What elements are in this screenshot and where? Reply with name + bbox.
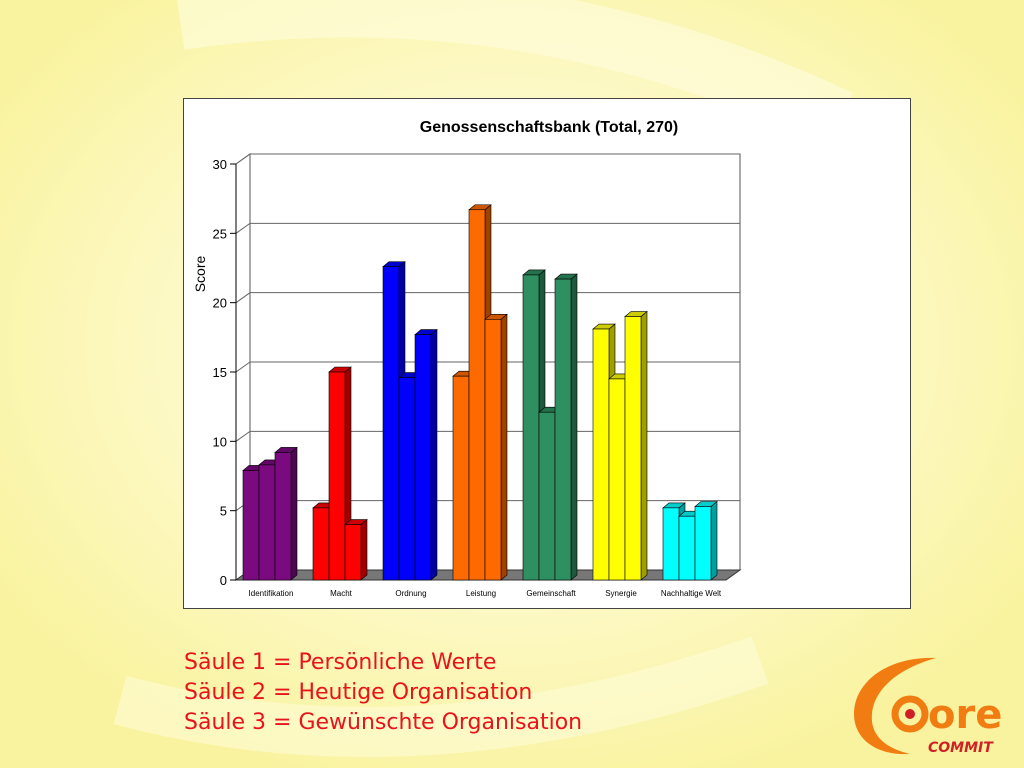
legend-line-1: Säule 1 = Persönliche Werte bbox=[184, 650, 497, 675]
y-axis-ticks: 0 5 10 15 20 25 30 bbox=[213, 157, 237, 588]
bar-front-face bbox=[624, 316, 642, 581]
bar-front-face bbox=[484, 319, 502, 581]
bars bbox=[242, 204, 718, 581]
bar-front-face bbox=[538, 411, 556, 581]
bar-front-face bbox=[312, 507, 330, 581]
bar-front-face bbox=[382, 266, 400, 581]
bar-front-face bbox=[258, 464, 276, 581]
bar-front-face bbox=[414, 334, 432, 581]
bar-front-face bbox=[242, 470, 260, 581]
bar-front-face bbox=[678, 515, 696, 581]
bar-0-2 bbox=[274, 446, 298, 581]
bar-side-face bbox=[360, 518, 368, 581]
x-tick-label: Identifikation bbox=[249, 589, 294, 598]
x-tick-label: Synergie bbox=[605, 589, 637, 598]
legend-line-3: Säule 3 = Gewünschte Organisation bbox=[184, 710, 583, 735]
logo-dot-icon bbox=[905, 709, 915, 719]
bar-front-face bbox=[344, 524, 362, 581]
bar-front-face bbox=[554, 278, 572, 581]
bar-side-face bbox=[500, 313, 508, 581]
bar-front-face bbox=[452, 375, 470, 581]
bar-front-face bbox=[592, 328, 610, 581]
bar-front-face bbox=[662, 507, 680, 581]
bar-4-2 bbox=[554, 273, 578, 581]
x-tick-label: Ordnung bbox=[395, 589, 426, 598]
bar-side-face bbox=[290, 446, 298, 581]
bar-front-face bbox=[608, 378, 626, 581]
logo-ring-icon bbox=[891, 695, 929, 733]
category-labels: Identifikation Macht Ordnung Leistung Gemein… bbox=[249, 589, 722, 598]
bar-side-face bbox=[430, 328, 438, 581]
bar-3-2 bbox=[484, 313, 508, 581]
y-tick-label: 30 bbox=[213, 157, 227, 172]
bar-chart: Genossenschaftsbank (Total, 270) Score 0… bbox=[192, 119, 742, 598]
logo-swoosh-icon bbox=[854, 657, 936, 755]
y-tick-label: 10 bbox=[213, 434, 227, 449]
bar-5-2 bbox=[624, 310, 648, 581]
bar-side-face bbox=[640, 310, 648, 581]
bar-1-2 bbox=[344, 518, 368, 581]
core-commit-logo: ore COMMIT bbox=[854, 657, 1002, 756]
logo-subtext: COMMIT bbox=[928, 740, 994, 756]
bar-front-face bbox=[694, 506, 712, 581]
bar-front-face bbox=[398, 377, 416, 581]
logo-wordmark: ore bbox=[928, 692, 1002, 738]
bar-side-face bbox=[710, 500, 718, 581]
chart-title: Genossenschaftsbank (Total, 270) bbox=[420, 119, 678, 136]
x-tick-label: Nachhaltige Welt bbox=[661, 589, 722, 598]
x-tick-label: Leistung bbox=[466, 589, 496, 598]
gridline bbox=[235, 222, 740, 234]
y-tick-label: 20 bbox=[213, 296, 227, 311]
y-tick-label: 5 bbox=[220, 504, 227, 519]
bar-front-face bbox=[468, 209, 486, 581]
y-tick-label: 15 bbox=[213, 365, 227, 380]
y-tick-label: 0 bbox=[220, 573, 227, 588]
x-tick-label: Macht bbox=[330, 589, 353, 598]
bar-side-face bbox=[570, 273, 578, 581]
x-tick-label: Gemeinschaft bbox=[526, 589, 576, 598]
gridline bbox=[235, 153, 740, 165]
y-tick-label: 25 bbox=[213, 226, 227, 241]
legend-line-2: Säule 2 = Heutige Organisation bbox=[184, 680, 533, 705]
bar-6-2 bbox=[694, 500, 718, 581]
y-axis-label: Score bbox=[192, 256, 208, 293]
bar-front-face bbox=[274, 452, 292, 581]
bar-2-2 bbox=[414, 328, 438, 581]
bar-front-face bbox=[522, 274, 540, 581]
series-legend: Säule 1 = Persönliche Werte Säule 2 = He… bbox=[184, 648, 744, 738]
bar-front-face bbox=[328, 371, 346, 581]
